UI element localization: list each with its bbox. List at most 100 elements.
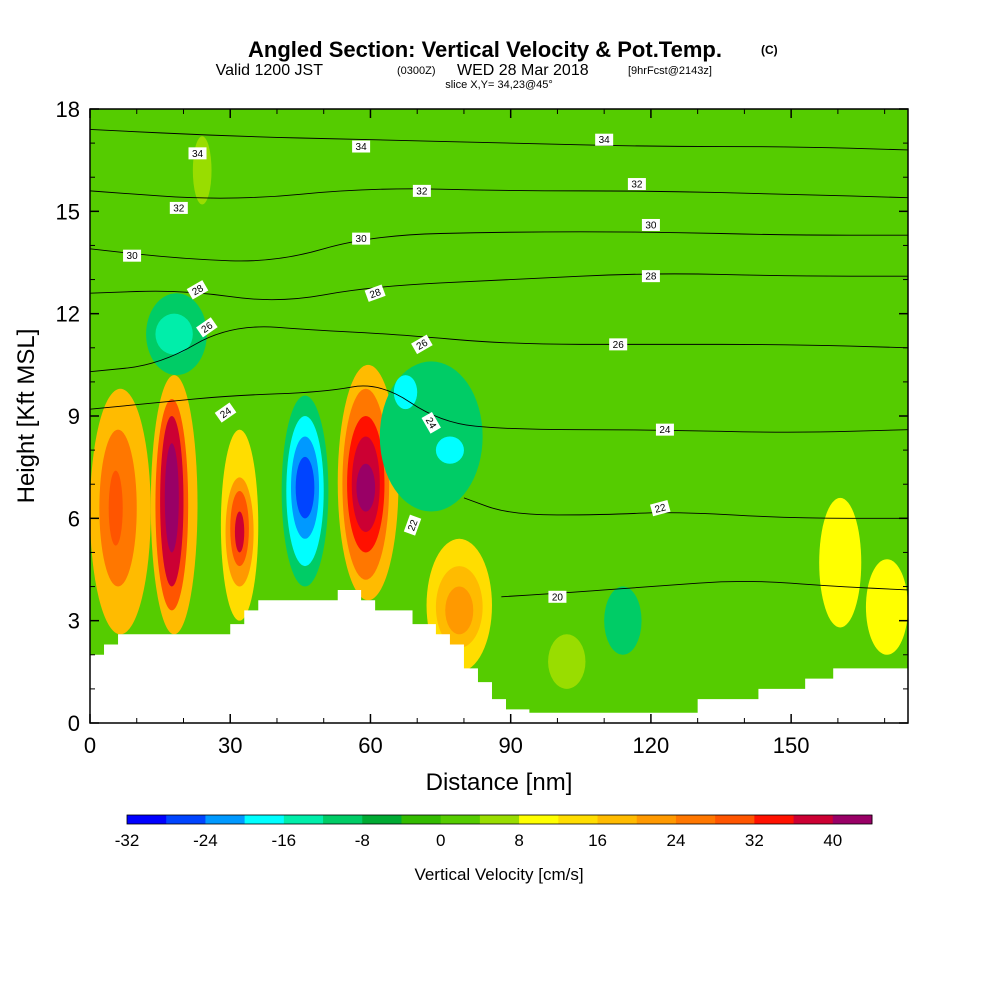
contour-label-box (548, 590, 567, 603)
x-tick-label: 0 (84, 733, 96, 758)
colorbar-tick-label: 8 (514, 831, 523, 850)
main-title: Angled Section: Vertical Velocity & Pot.… (248, 37, 722, 62)
contour-label: 28 (641, 270, 660, 283)
contour-label-box (188, 147, 207, 160)
copyright-mark: (C) (761, 43, 778, 57)
y-tick-label: 18 (56, 97, 80, 122)
contour-label: 28 (186, 280, 209, 300)
colorbar: -32 -24 -16 -8 0 8 16 24 32 40 (115, 814, 873, 850)
contour-label-box (641, 270, 660, 283)
colorbar-tick-label: -16 (272, 831, 297, 850)
colorbar-swatch (675, 815, 716, 824)
contour-label-box (411, 334, 433, 355)
contour-label-box (641, 218, 660, 231)
contour-label-box (186, 280, 209, 300)
theta-contour (90, 188, 908, 199)
plot-area: 34 34 34 32 32 32 30 30 30 28 28 28 26 26 26 24 24 24 22 22… (89, 108, 909, 724)
title-block: Angled Section: Vertical Velocity & Pot.… (216, 37, 778, 91)
x-tick-label: 120 (633, 733, 670, 758)
colorbar-swatch (283, 815, 324, 824)
colorbar-swatch (832, 815, 873, 824)
theta-contour (90, 326, 908, 373)
y-tick-label: 9 (68, 404, 80, 429)
contour-label: 26 (196, 317, 218, 338)
contour-label-text: 22 (654, 502, 668, 516)
colorbar-swatch (519, 815, 559, 824)
colorbar-swatch (440, 815, 481, 824)
colorbar-swatch (244, 815, 285, 824)
contour-label-box (655, 423, 674, 436)
contour-label-box (196, 317, 218, 338)
y-tick-label: 3 (68, 609, 80, 634)
y-tick-label: 12 (56, 302, 80, 327)
velocity-cell (164, 443, 179, 553)
colorbar-swatch (597, 815, 638, 824)
colorbar-tick-label: -24 (193, 831, 218, 850)
contour-label-text: 30 (645, 220, 657, 231)
contour-label-text: 24 (659, 425, 671, 436)
contour-label-text: 20 (552, 592, 564, 603)
contour-label: 28 (364, 284, 386, 302)
contour-label-text: 28 (645, 272, 657, 283)
contour-label: 24 (214, 402, 237, 423)
contour-label: 34 (188, 147, 207, 160)
colorbar-swatch (166, 815, 206, 824)
colorbar-swatch (205, 815, 246, 824)
contour-label-text: 28 (190, 283, 206, 298)
contour-label: 30 (123, 249, 142, 262)
contour-label: 22 (403, 514, 422, 536)
contour-label-text: 28 (368, 287, 383, 301)
colorbar-tick-label: 16 (588, 831, 607, 850)
colorbar-tick-label: 40 (823, 831, 842, 850)
theta-contours (90, 129, 908, 598)
y-tick-label: 6 (68, 506, 80, 531)
colorbar-tick-label: 24 (666, 831, 685, 850)
x-axis: 0 30 60 90 120 150 (84, 109, 886, 758)
contour-label-text: 34 (599, 135, 611, 146)
x-tick-label: 60 (358, 733, 382, 758)
valid-date: WED 28 Mar 2018 (457, 62, 589, 79)
contour-label: 24 (421, 412, 441, 434)
contour-label: 34 (595, 133, 614, 146)
x-tick-label: 30 (218, 733, 242, 758)
background-velocity-fill (90, 109, 908, 723)
slice-info: slice X,Y= 34,23@45° (445, 79, 553, 91)
colorbar-swatch (323, 815, 363, 824)
contour-label: 20 (548, 590, 567, 603)
contour-label-box (352, 140, 371, 153)
theta-contour (90, 273, 908, 301)
contour-label-box (123, 249, 142, 262)
contour-label-box (627, 178, 646, 191)
contour-label-text: 34 (356, 142, 368, 153)
contour-label-box (650, 499, 671, 517)
contour-label: 32 (412, 184, 431, 197)
theta-contour (463, 497, 908, 519)
valid-time: Valid 1200 JST (216, 62, 324, 79)
velocity-cell (379, 361, 483, 512)
colorbar-swatch (754, 815, 795, 824)
colorbar-swatch (401, 815, 442, 824)
colorbar-swatch (636, 815, 677, 824)
contour-label-box (595, 133, 614, 146)
theta-contour (501, 580, 908, 598)
colorbar-swatch (362, 815, 402, 824)
contour-label-box (364, 284, 386, 302)
velocity-cell (234, 511, 245, 553)
contour-labels: 34 34 34 32 32 32 30 30 30 28 28 28 26 26 26 24 24 24 22 22… (123, 133, 674, 603)
contour-label: 32 (169, 201, 188, 214)
contour-label-box (412, 184, 431, 197)
velocity-cell (393, 375, 418, 410)
colorbar-swatch (127, 815, 167, 824)
theta-contour (90, 129, 908, 151)
contour-label-text: 30 (127, 251, 139, 262)
colorbar-tick-label: 0 (436, 831, 445, 850)
contour-label-box (169, 201, 188, 214)
theta-contour (90, 385, 908, 433)
valid-utc: (0300Z) (397, 65, 436, 77)
colorbar-swatch (479, 815, 520, 824)
y-tick-label: 15 (56, 199, 80, 224)
velocity-cell (548, 634, 586, 689)
forecast-info: [9hrFcst@2143z] (628, 65, 712, 77)
velocity-cell (155, 313, 193, 355)
